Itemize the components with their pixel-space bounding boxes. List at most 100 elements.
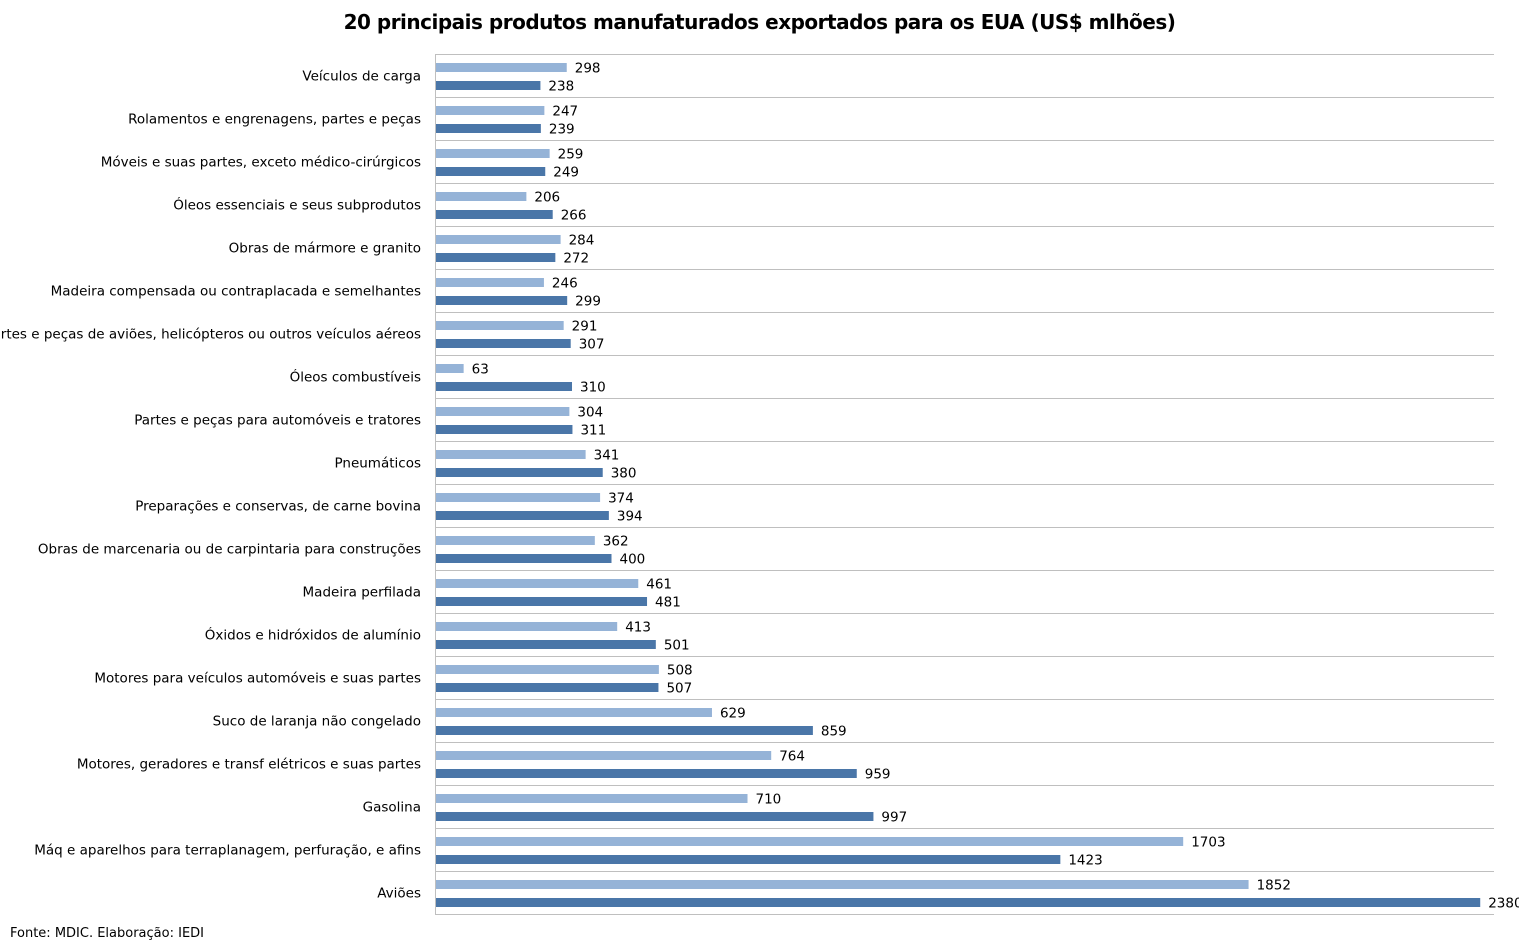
data-label: 859: [821, 724, 847, 740]
data-label: 247: [552, 104, 578, 120]
category-label: Obras de mármore e granito: [229, 241, 421, 257]
bar-series-1: [436, 364, 464, 373]
category-label: Suco de laranja não congelado: [213, 714, 421, 730]
data-label: 362: [603, 534, 629, 550]
bar-series-1: [436, 278, 544, 287]
category-label: Rolamentos e engrenagens, partes e peças: [128, 112, 421, 128]
data-label: 246: [552, 276, 578, 292]
data-label: 299: [575, 294, 601, 310]
bar-series-2: [436, 81, 541, 90]
data-label: 461: [646, 577, 672, 593]
data-label: 507: [666, 681, 692, 697]
category-label: Partes e peças para automóveis e tratore…: [134, 413, 421, 429]
bar-series-2: [436, 124, 541, 133]
data-label: 2380: [1488, 896, 1519, 912]
bar-series-1: [436, 450, 586, 459]
data-label: 298: [575, 61, 601, 77]
category-label: Obras de marcenaria ou de carpintaria pa…: [38, 542, 421, 558]
bar-series-2: [436, 468, 603, 477]
category-label: Óxidos e hidróxidos de alumínio: [205, 626, 421, 644]
category-label: Aviões: [377, 886, 421, 902]
data-label: 307: [579, 337, 605, 353]
data-label: 272: [563, 251, 589, 267]
category-label: Motores, geradores e transf elétricos e …: [77, 757, 421, 773]
category-label: Partes e peças de aviões, helicópteros o…: [0, 327, 421, 343]
category-label: Veículos de carga: [302, 69, 421, 85]
data-label: 501: [664, 638, 690, 654]
data-label: 508: [667, 663, 693, 679]
bar-series-1: [436, 751, 772, 760]
data-label: 63: [472, 362, 489, 378]
bar-series-1: [436, 106, 545, 115]
bar-series-2: [436, 554, 612, 563]
bar-series-1: [436, 579, 639, 588]
bar-series-1: [436, 407, 570, 416]
data-label: 311: [580, 423, 606, 439]
bar-series-2: [436, 339, 571, 348]
bar-series-2: [436, 769, 857, 778]
data-label: 764: [779, 749, 805, 765]
bar-series-2: [436, 683, 659, 692]
data-label: 310: [580, 380, 606, 396]
bar-series-2: [436, 253, 556, 262]
category-label: Preparações e conservas, de carne bovina: [135, 499, 421, 515]
bar-series-2: [436, 640, 656, 649]
bar-series-1: [436, 665, 659, 674]
data-label: 206: [534, 190, 560, 206]
data-label: 394: [617, 509, 643, 525]
bar-series-1: [436, 536, 595, 545]
category-label: Móveis e suas partes, exceto médico-cirú…: [101, 155, 421, 171]
bar-series-1: [436, 708, 712, 717]
bar-series-2: [436, 425, 573, 434]
data-label: 400: [620, 552, 646, 568]
category-label: Pneumáticos: [334, 456, 421, 472]
bar-series-2: [436, 382, 573, 391]
data-label: 238: [548, 79, 574, 95]
bar-series-1: [436, 837, 1184, 846]
chart-footer-source: Fonte: MDIC. Elaboração: IEDI: [10, 926, 204, 941]
category-label: Óleos essenciais e seus subprodutos: [173, 196, 421, 214]
bar-series-1: [436, 321, 564, 330]
bar-series-2: [436, 167, 546, 176]
data-label: 266: [561, 208, 587, 224]
category-label: Motores para veículos automóveis e suas …: [94, 671, 421, 687]
data-label: 481: [655, 595, 681, 611]
bar-series-2: [436, 597, 648, 606]
bar-series-1: [436, 794, 748, 803]
bar-series-1: [436, 192, 527, 201]
chart-title: 20 principais produtos manufaturados exp…: [343, 10, 1176, 34]
data-label: 629: [720, 706, 746, 722]
data-label: 304: [577, 405, 603, 421]
bar-series-2: [436, 898, 1481, 907]
category-label: Óleos combustíveis: [290, 368, 421, 386]
bar-series-2: [436, 726, 813, 735]
bar-series-2: [436, 812, 874, 821]
category-label: Máq e aparelhos para terraplanagem, perf…: [34, 843, 421, 859]
bar-series-2: [436, 296, 568, 305]
data-label: 374: [608, 491, 634, 507]
data-label: 413: [625, 620, 651, 636]
bar-series-1: [436, 149, 550, 158]
data-label: 959: [865, 767, 891, 783]
bar-series-2: [436, 511, 609, 520]
bar-series-1: [436, 235, 561, 244]
category-label: Madeira perfilada: [303, 585, 421, 601]
data-label: 710: [756, 792, 782, 808]
category-label: Gasolina: [363, 800, 421, 816]
bar-series-1: [436, 880, 1249, 889]
bar-series-2: [436, 855, 1061, 864]
data-label: 249: [553, 165, 579, 181]
data-label: 997: [881, 810, 907, 826]
data-label: 291: [572, 319, 598, 335]
data-label: 341: [594, 448, 620, 464]
bar-series-1: [436, 493, 601, 502]
data-label: 1423: [1068, 853, 1102, 869]
data-label: 259: [558, 147, 584, 163]
data-label: 1703: [1191, 835, 1225, 851]
data-label: 284: [569, 233, 595, 249]
data-label: 380: [611, 466, 637, 482]
data-label: 239: [549, 122, 575, 138]
bar-series-2: [436, 210, 553, 219]
